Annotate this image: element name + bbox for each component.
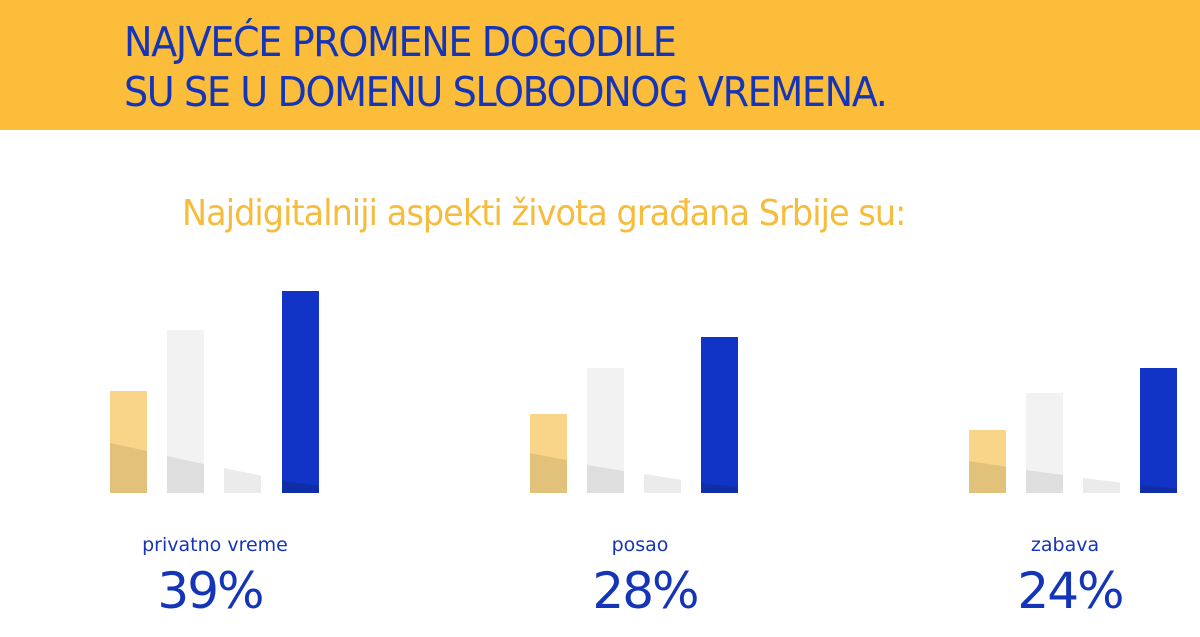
headline-line-1: NAJVEĆE PROMENE DOGODILE xyxy=(124,18,677,66)
bar-light-gray xyxy=(587,368,624,493)
category-label: posao xyxy=(611,534,669,556)
category-percentage: 28% xyxy=(592,562,699,620)
bar-small-gray xyxy=(644,474,681,493)
bar-yellow xyxy=(969,430,1006,493)
category-label: zabava xyxy=(1030,534,1100,556)
category-label: privatno vreme xyxy=(142,534,288,556)
headline-line-2: SU SE U DOMENU SLOBODNOG VREMENA. xyxy=(124,68,888,116)
category-percentage: 24% xyxy=(1017,562,1124,620)
bar-blue xyxy=(1140,368,1177,493)
bar-blue xyxy=(282,291,319,493)
bar-yellow xyxy=(110,391,147,493)
bar-yellow xyxy=(530,414,567,493)
chart-subtitle: Najdigitalniji aspekti života građana Sr… xyxy=(182,193,906,234)
bar-light-gray xyxy=(1026,393,1063,493)
bar-light-gray xyxy=(167,330,204,493)
bar-blue xyxy=(701,337,738,493)
category-percentage: 39% xyxy=(157,562,264,620)
bar-small-gray xyxy=(1083,478,1120,493)
header-banner: NAJVEĆE PROMENE DOGODILE SU SE U DOMENU … xyxy=(0,0,1200,130)
bar-small-gray xyxy=(224,468,261,493)
